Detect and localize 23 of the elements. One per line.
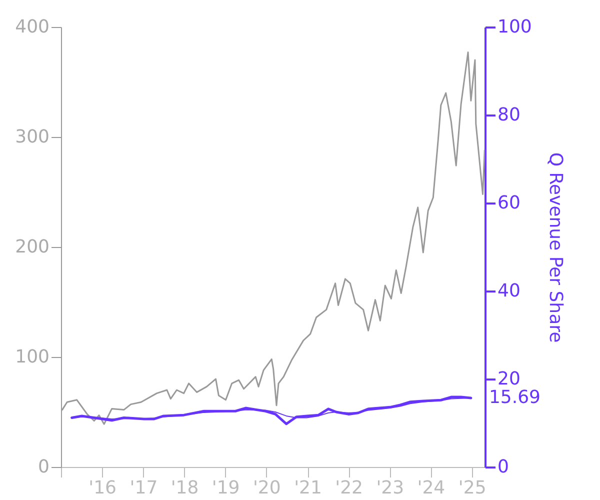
y-tick-label: 400 [15, 16, 50, 38]
x-tick-label: '21 [294, 478, 322, 498]
y-tick-label: 300 [15, 126, 50, 148]
y2-axis-title: Q Revenue Per Share [544, 152, 566, 343]
x-tick-label: '23 [376, 478, 404, 498]
y2-tick-label: 100 [498, 16, 532, 38]
x-tick-label: '18 [170, 478, 199, 498]
y-tick-label: 200 [15, 236, 50, 258]
x-tick-label: '22 [335, 478, 364, 498]
y2-tick-label: 0 [498, 456, 509, 478]
x-tick-label: '17 [130, 478, 158, 498]
x-tick-label: '24 [417, 478, 446, 498]
y-tick-label: 0 [38, 456, 50, 478]
x-tick-label: '25 [458, 478, 486, 498]
x-tick-label: '19 [212, 478, 240, 498]
y2-tick-label: 60 [498, 192, 520, 214]
y2-tick-label: 40 [498, 280, 520, 302]
x-tick-label: '16 [88, 478, 116, 498]
x-tick-label: '20 [252, 478, 281, 498]
y-tick-label: 100 [15, 346, 50, 368]
y2-tick-label: 80 [498, 104, 520, 126]
y2-tick-label: 20 [498, 368, 520, 390]
data-label: 15.69 [488, 386, 540, 408]
